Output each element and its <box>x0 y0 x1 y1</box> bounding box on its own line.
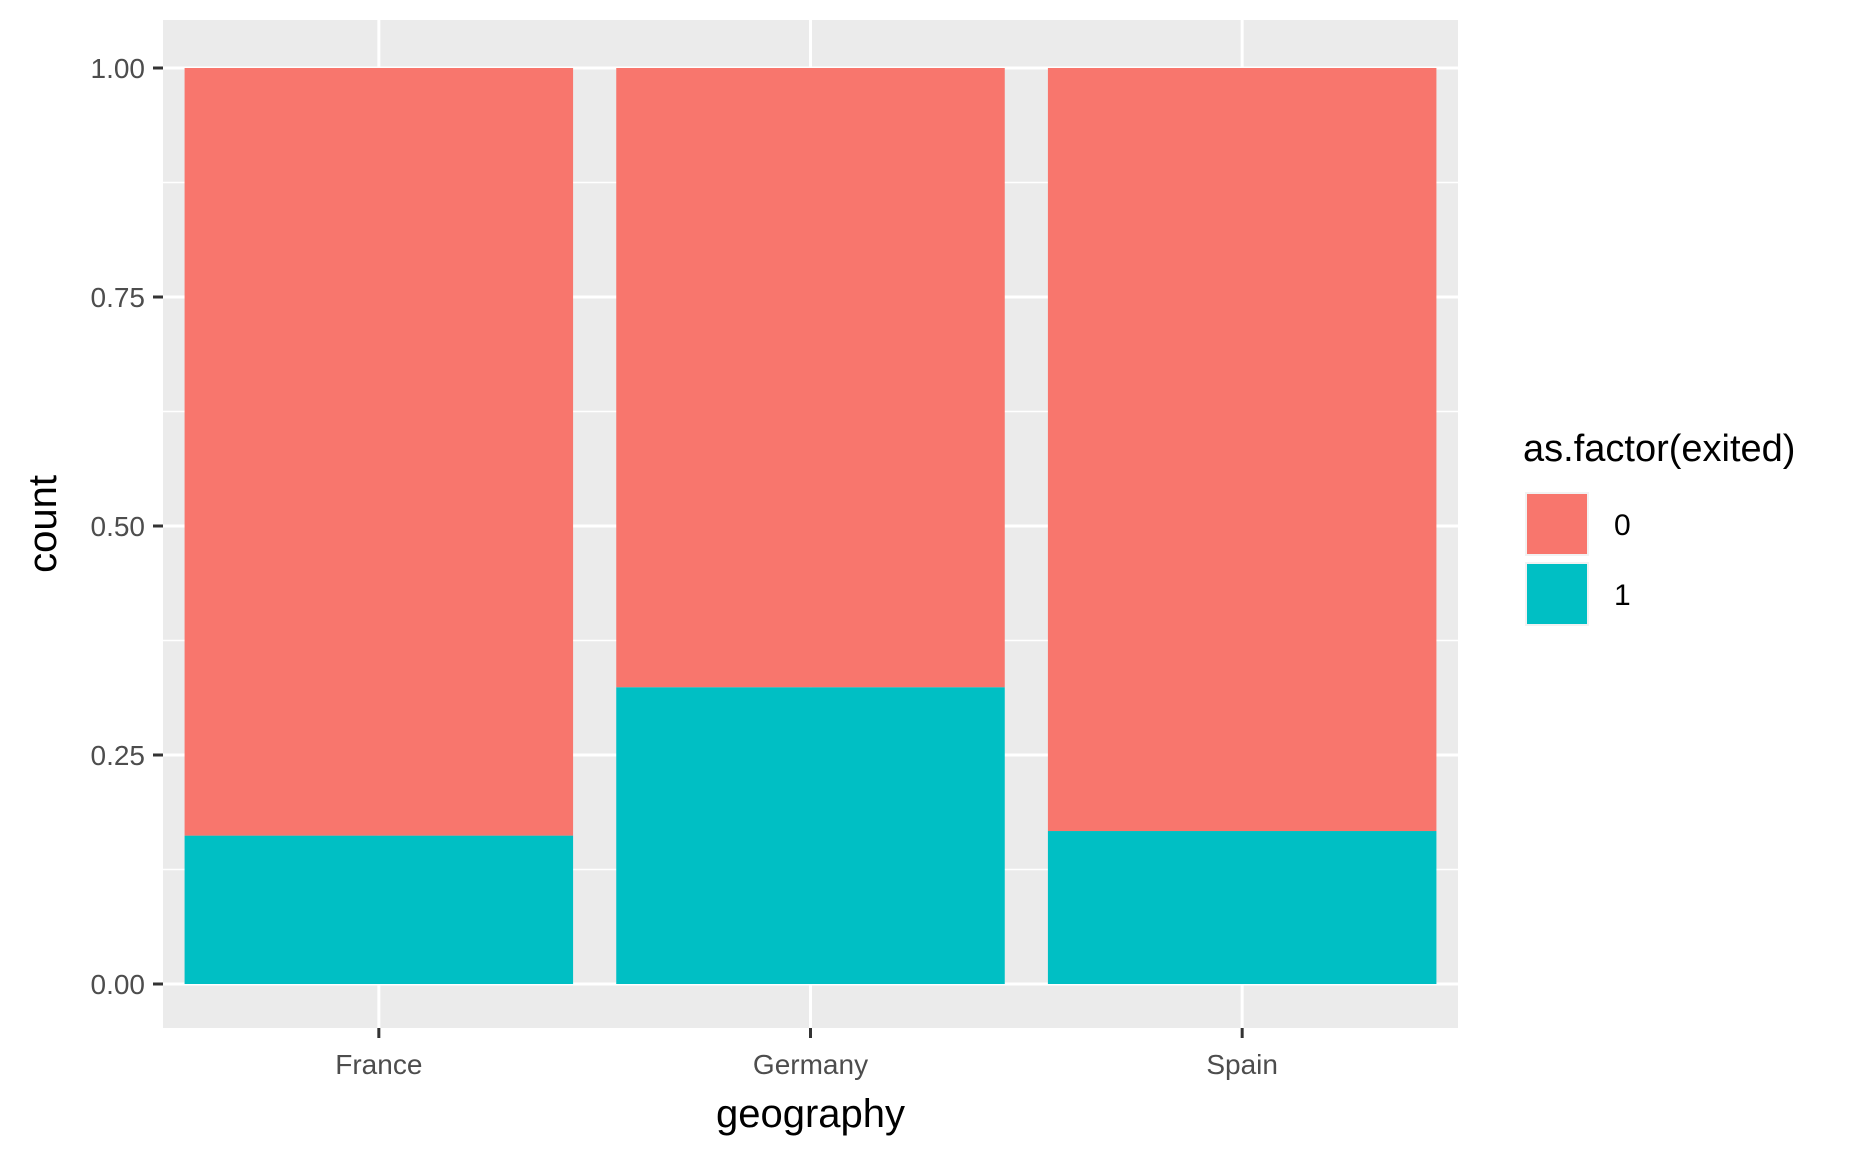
legend-key-1 <box>1527 564 1587 624</box>
x-tick-label: France <box>335 1049 422 1080</box>
bar-france-1 <box>184 835 574 984</box>
x-tick-label: Germany <box>753 1049 868 1080</box>
y-tick-label: 1.00 <box>91 53 146 84</box>
legend-label-1: 1 <box>1614 579 1631 612</box>
y-tick-label: 0.50 <box>91 511 146 542</box>
bar-spain-1 <box>1047 831 1437 984</box>
y-tick-label: 0.75 <box>91 282 146 313</box>
y-tick-label: 0.25 <box>91 740 146 771</box>
x-axis: France Germany Spain <box>335 1028 1278 1080</box>
bar-germany-0 <box>616 68 1005 688</box>
legend-title: as.factor(exited) <box>1523 428 1795 470</box>
x-tick-label: Spain <box>1206 1049 1278 1080</box>
y-axis-title: count <box>21 475 65 573</box>
legend-label-0: 0 <box>1614 509 1631 542</box>
y-axis: 0.00 0.25 0.50 0.75 1.00 <box>91 53 163 1000</box>
bars <box>184 68 1437 984</box>
y-tick-label: 0.00 <box>91 969 146 1000</box>
legend-key-0 <box>1527 494 1587 554</box>
bar-germany-1 <box>616 687 1005 984</box>
x-axis-title: geography <box>716 1092 905 1136</box>
bar-spain-0 <box>1047 68 1437 832</box>
legend: as.factor(exited) 0 1 <box>1523 428 1795 626</box>
bar-france-0 <box>184 68 574 836</box>
